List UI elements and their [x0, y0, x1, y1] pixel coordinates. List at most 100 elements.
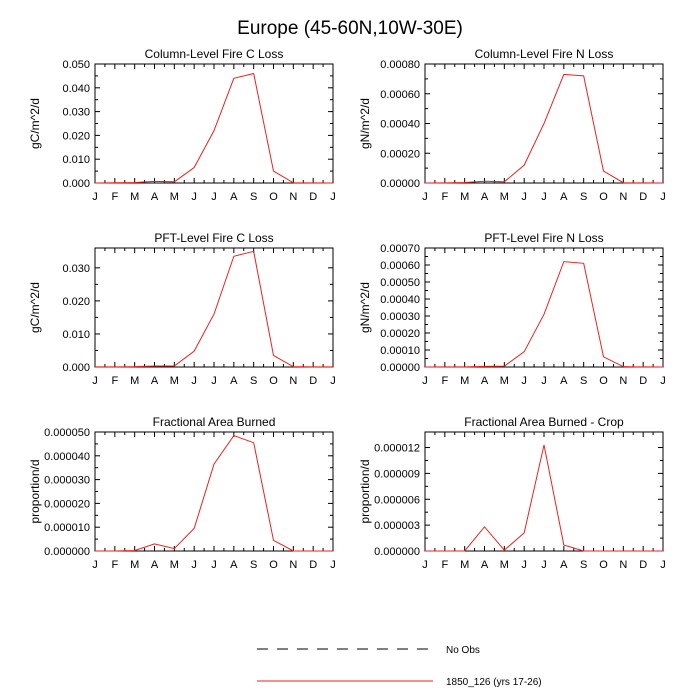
series-line-1	[94, 250, 333, 368]
y-tick-label: 0.00060	[380, 89, 420, 101]
y-tick-label: 0.000012	[374, 443, 420, 455]
x-tick-label: M	[500, 375, 509, 387]
x-tick-label: N	[289, 191, 297, 203]
y-tick-label: 0.020	[62, 130, 90, 142]
x-tick-label: A	[151, 375, 159, 387]
plot-frame	[94, 431, 334, 552]
y-tick-label: 0.00040	[380, 294, 420, 306]
x-tick-label: J	[92, 559, 98, 571]
y-tick-label: 0.000020	[44, 498, 90, 510]
x-tick-label: N	[619, 559, 627, 571]
y-tick-label: 0.000040	[44, 451, 90, 463]
x-tick-label: O	[599, 375, 608, 387]
x-tick-label: M	[500, 191, 509, 203]
y-tick-label: 0.00000	[380, 362, 420, 374]
x-tick-label: A	[151, 191, 159, 203]
x-tick-label: S	[580, 191, 587, 203]
x-tick-label: M	[170, 375, 179, 387]
series-line-1	[424, 261, 664, 368]
x-tick-label: N	[289, 559, 297, 571]
x-tick-label: J	[541, 191, 547, 203]
y-tick-label: 0.00020	[380, 148, 420, 160]
x-tick-label: F	[111, 375, 118, 387]
x-tick-label: O	[599, 191, 608, 203]
x-tick-label: N	[619, 191, 627, 203]
x-tick-label: A	[560, 191, 568, 203]
x-tick-label: J	[330, 375, 336, 387]
x-tick-label: J	[422, 191, 428, 203]
y-tick-label: 0.00030	[380, 311, 420, 323]
x-tick-label: F	[441, 559, 448, 571]
y-tick-label: 0.00000	[380, 178, 420, 190]
series-line-1	[425, 444, 663, 552]
x-tick-label: O	[269, 191, 278, 203]
x-tick-label: F	[441, 375, 448, 387]
y-tick-label: 0.00070	[380, 243, 420, 255]
x-tick-label: J	[422, 375, 428, 387]
x-tick-label: O	[269, 559, 278, 571]
x-tick-label: M	[170, 559, 179, 571]
x-tick-label: J	[541, 559, 547, 571]
plot-frame	[94, 63, 334, 184]
panel-title: PFT-Level Fire C Loss	[154, 231, 273, 245]
panel-title: Column-Level Fire C Loss	[145, 47, 284, 61]
legend: No Obs 1850_126 (yrs 17-26)	[257, 645, 542, 688]
x-tick-label: D	[639, 191, 647, 203]
panel-title: Fractional Area Burned - Crop	[464, 415, 624, 429]
x-tick-label: S	[250, 191, 257, 203]
x-tick-label: J	[660, 191, 666, 203]
x-tick-label: N	[619, 375, 627, 387]
y-tick-label: 0.000003	[374, 520, 420, 532]
x-tick-label: S	[250, 559, 257, 571]
y-tick-label: 0.000	[62, 178, 90, 190]
x-tick-label: J	[521, 191, 527, 203]
y-tick-label: 0.00010	[380, 345, 420, 357]
x-tick-label: A	[481, 375, 489, 387]
x-tick-label: J	[191, 375, 197, 387]
y-tick-label: 0.000000	[44, 546, 90, 558]
x-tick-label: J	[422, 559, 428, 571]
y-axis-label: gN/m^2/d	[358, 282, 372, 333]
y-axis-label: gN/m^2/d	[358, 98, 372, 149]
panel-title: Column-Level Fire N Loss	[475, 47, 614, 61]
y-tick-label: 0.030	[62, 107, 90, 119]
y-tick-label: 0.010	[62, 154, 90, 166]
panel-title: PFT-Level Fire N Loss	[484, 231, 603, 245]
x-tick-label: J	[211, 191, 217, 203]
y-tick-label: 0.00020	[380, 328, 420, 340]
legend-label-1: No Obs	[446, 645, 480, 656]
x-tick-label: S	[580, 559, 587, 571]
x-tick-label: J	[541, 375, 547, 387]
figure-title: Europe (45-60N,10W-30E)	[237, 18, 463, 39]
x-tick-label: F	[441, 191, 448, 203]
x-tick-label: F	[111, 559, 118, 571]
y-axis-label: proportion/d	[28, 459, 42, 523]
plot-frame	[424, 431, 664, 552]
x-tick-label: J	[92, 191, 98, 203]
x-tick-label: M	[170, 191, 179, 203]
x-tick-label: J	[92, 375, 98, 387]
x-tick-label: J	[521, 375, 527, 387]
x-tick-label: J	[330, 191, 336, 203]
y-tick-label: 0.000009	[374, 468, 420, 480]
x-tick-label: A	[481, 191, 489, 203]
x-tick-label: A	[560, 375, 568, 387]
y-tick-label: 0.00050	[380, 277, 420, 289]
series-line-1	[424, 73, 664, 184]
y-tick-label: 0.000006	[374, 494, 420, 506]
x-tick-label: A	[560, 559, 568, 571]
x-tick-label: D	[309, 375, 317, 387]
y-tick-label: 0.010	[62, 329, 90, 341]
x-tick-label: M	[460, 375, 469, 387]
x-tick-label: M	[130, 191, 139, 203]
y-axis-label: gC/m^2/d	[28, 282, 42, 333]
y-tick-label: 0.030	[62, 263, 90, 275]
x-tick-label: A	[230, 375, 238, 387]
x-tick-label: O	[599, 559, 608, 571]
x-tick-label: M	[460, 191, 469, 203]
x-tick-label: J	[660, 375, 666, 387]
